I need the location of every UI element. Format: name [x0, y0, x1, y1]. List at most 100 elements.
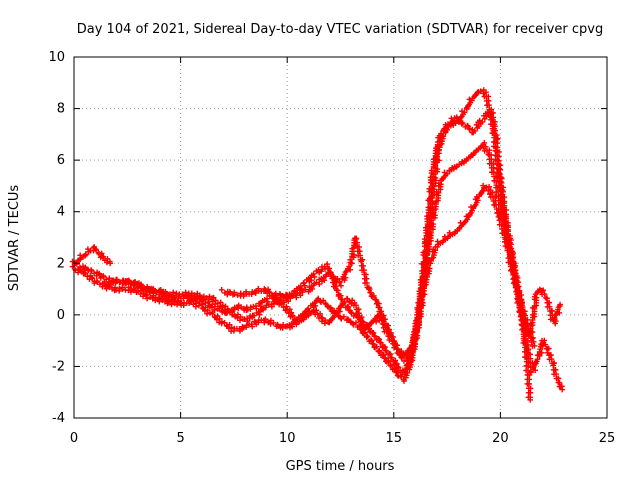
data-point — [486, 183, 492, 190]
data-point — [368, 337, 374, 343]
data-point — [433, 145, 439, 151]
data-point — [531, 342, 538, 349]
data-point — [333, 310, 339, 317]
data-point — [322, 273, 329, 280]
data-point — [206, 296, 212, 303]
data-point — [477, 145, 484, 151]
data-point — [530, 338, 537, 345]
y-axis-label: SDTVAR / TECUs — [7, 185, 22, 292]
data-point — [530, 334, 536, 341]
data-point — [430, 156, 437, 163]
data-point — [488, 114, 495, 121]
data-point — [418, 294, 425, 301]
data-point — [217, 303, 223, 309]
data-point — [500, 189, 506, 195]
x-tick-label: 10 — [279, 431, 296, 446]
data-point — [301, 310, 308, 316]
data-point — [419, 285, 426, 292]
data-point — [426, 195, 433, 202]
data-point — [212, 301, 218, 307]
data-point — [267, 321, 274, 327]
data-point — [319, 318, 325, 325]
data-point — [231, 289, 237, 296]
data-point — [538, 349, 545, 356]
data-point — [394, 363, 401, 370]
data-point — [162, 288, 169, 295]
data-point — [559, 386, 566, 393]
data-point — [371, 333, 378, 339]
data-point — [353, 311, 359, 318]
data-point — [300, 316, 307, 323]
data-point — [265, 286, 271, 293]
data-point — [517, 313, 524, 320]
data-point — [247, 306, 254, 312]
y-tick-label: 8 — [57, 102, 65, 117]
data-point — [532, 359, 539, 366]
data-point — [438, 131, 444, 137]
data-point — [317, 310, 323, 317]
data-point — [482, 143, 489, 150]
data-point — [363, 334, 370, 341]
data-point — [395, 348, 402, 355]
data-point — [311, 274, 318, 280]
data-point — [375, 348, 382, 355]
data-point — [401, 378, 407, 384]
data-point — [387, 332, 394, 339]
data-point — [527, 397, 534, 403]
data-point — [401, 368, 408, 375]
data-point — [365, 285, 372, 292]
data-point — [262, 287, 269, 293]
data-point — [519, 326, 525, 333]
data-point — [342, 274, 349, 281]
data-point — [207, 310, 213, 316]
y-tick-label: 0 — [57, 308, 65, 323]
data-point — [529, 312, 536, 318]
data-point — [489, 169, 495, 175]
data-point — [524, 321, 531, 328]
data-point — [312, 302, 319, 309]
grid — [74, 57, 607, 418]
data-point — [333, 287, 340, 294]
data-point — [429, 178, 436, 184]
data-point — [434, 154, 441, 160]
data-point — [557, 301, 563, 308]
data-point — [358, 322, 365, 329]
data-point — [495, 214, 502, 220]
data-point — [341, 313, 347, 320]
data-point — [226, 325, 232, 332]
data-point — [235, 305, 241, 312]
data-point — [504, 232, 511, 239]
data-point — [251, 318, 258, 325]
data-point — [528, 320, 534, 327]
data-point — [339, 302, 346, 308]
data-point — [271, 292, 278, 298]
data-point — [101, 279, 108, 285]
data-point — [422, 224, 429, 231]
data-point — [422, 250, 428, 257]
data-point — [100, 273, 107, 279]
data-point — [275, 294, 281, 301]
data-point — [180, 302, 187, 309]
data-point — [479, 119, 486, 125]
data-point — [523, 367, 529, 374]
data-point — [388, 354, 394, 361]
data-point — [309, 286, 316, 292]
data-point — [518, 309, 525, 316]
data-point — [373, 318, 379, 325]
data-point — [444, 171, 450, 177]
data-point — [202, 308, 208, 314]
data-point — [545, 345, 552, 352]
data-point — [464, 216, 471, 223]
data-point — [381, 354, 388, 361]
data-point — [305, 312, 312, 319]
y-tick-label: -2 — [52, 359, 65, 374]
axes: 0 5 10 15 20 25 -4 -2 0 2 4 6 8 10 — [48, 50, 615, 446]
data-point — [82, 253, 88, 259]
data-point — [552, 312, 558, 319]
data-point — [427, 174, 434, 181]
data-point — [540, 287, 547, 294]
data-point — [96, 270, 102, 277]
data-point — [288, 309, 295, 316]
data-point — [374, 300, 381, 307]
data-point — [219, 307, 225, 314]
